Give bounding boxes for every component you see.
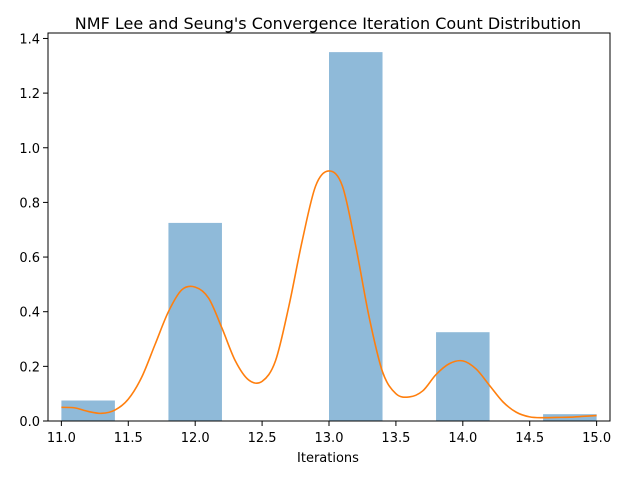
chart-title: NMF Lee and Seung's Convergence Iteratio… <box>75 14 581 33</box>
kde-series-line <box>61 170 597 419</box>
x-tick-label: 13.0 <box>315 431 344 446</box>
x-axis: 11.0 11.5 12.0 12.5 13.0 13.5 14.0 14.5 15.0 <box>47 421 611 446</box>
y-tick-label: 1.2 <box>19 87 40 102</box>
y-tick-label: 1.4 <box>19 32 40 47</box>
histogram-bars <box>61 52 597 421</box>
y-tick-label: 0.0 <box>19 415 40 430</box>
x-tick-label: 14.0 <box>448 431 477 446</box>
y-tick-label: 0.8 <box>19 196 40 211</box>
x-tick-label: 13.5 <box>381 431 410 446</box>
histogram-bar-3 <box>436 332 490 421</box>
x-axis-label: Iterations <box>297 451 359 466</box>
x-tick-label: 11.0 <box>47 431 76 446</box>
x-tick-label: 15.0 <box>582 431 611 446</box>
x-tick-label: 12.0 <box>181 431 210 446</box>
y-tick-label: 0.2 <box>19 360 40 375</box>
x-tick-label: 12.5 <box>248 431 277 446</box>
y-tick-label: 1.0 <box>19 142 40 157</box>
x-tick-label: 14.5 <box>515 431 544 446</box>
y-axis: 0.0 0.2 0.4 0.6 0.8 1.0 1.2 1.4 <box>19 32 48 430</box>
y-tick-label: 0.6 <box>19 251 40 266</box>
x-tick-label: 11.5 <box>114 431 143 446</box>
y-tick-label: 0.4 <box>19 306 40 321</box>
histogram-bar-1 <box>168 222 222 421</box>
histogram-bar-2 <box>329 52 383 421</box>
